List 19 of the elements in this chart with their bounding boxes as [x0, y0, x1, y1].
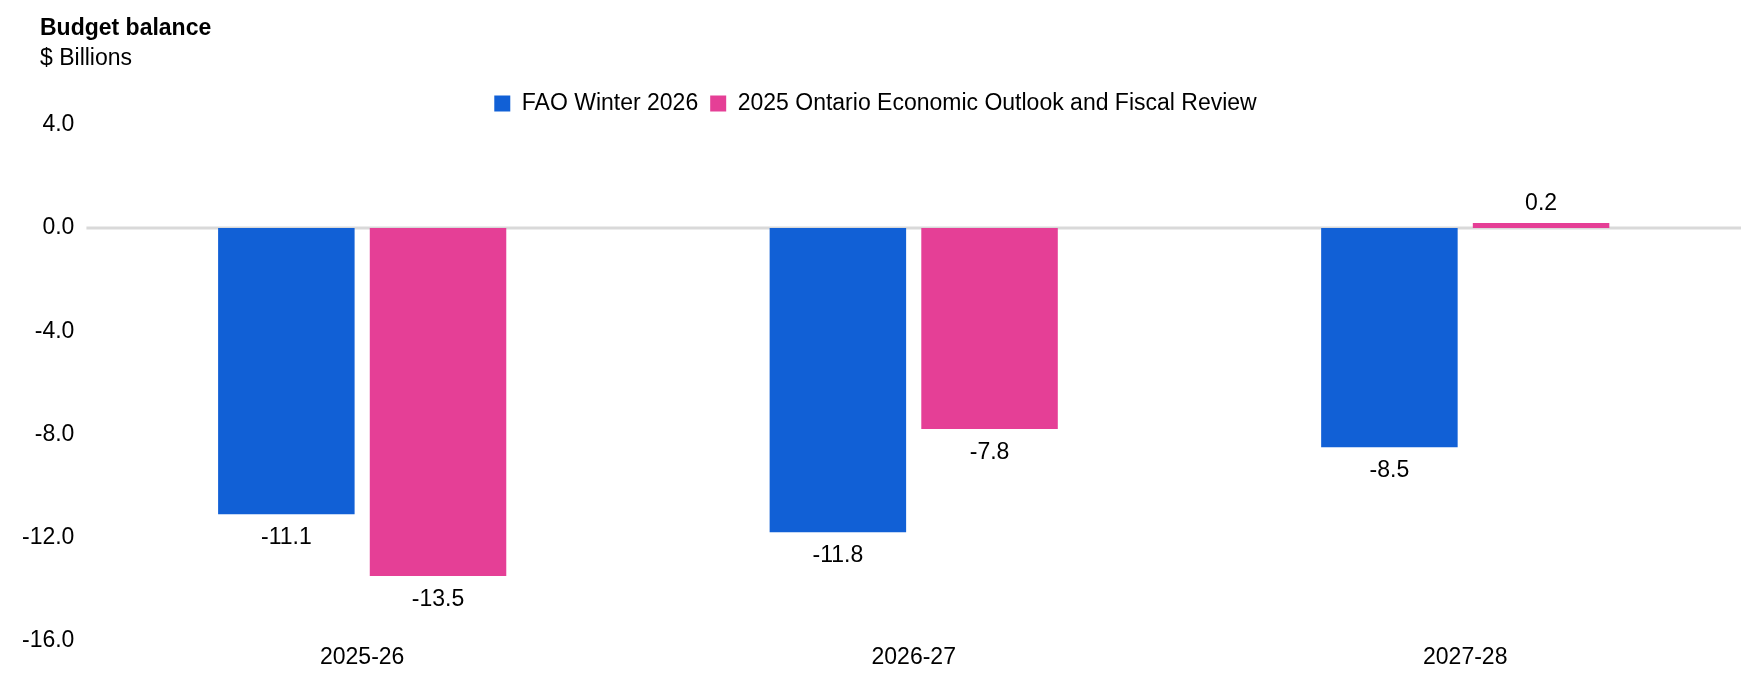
chart-title: Budget balance — [40, 14, 212, 41]
data-label: -11.1 — [260, 522, 312, 549]
data-label: -7.8 — [969, 437, 1010, 464]
legend-label: FAO Winter 2026 — [521, 88, 699, 115]
y-axis-title: $ Billions — [40, 44, 133, 71]
data-label: -13.5 — [411, 584, 465, 611]
y-tick-label: -4.0 — [34, 316, 75, 343]
y-tick-label: -8.0 — [34, 419, 75, 446]
data-label: 0.2 — [1525, 188, 1558, 215]
y-tick-label: -12.0 — [21, 522, 75, 549]
y-tick-label: 4.0 — [42, 110, 75, 137]
data-label: -11.8 — [812, 541, 864, 568]
legend-label: 2025 Ontario Economic Outlook and Fiscal Review — [737, 88, 1258, 115]
x-tick-label: 2026-27 — [871, 642, 956, 669]
x-tick-label: 2025-26 — [319, 642, 405, 669]
y-tick-label: -16.0 — [21, 625, 75, 652]
data-label: -8.5 — [1369, 455, 1410, 482]
x-tick-label: 2027-28 — [1423, 642, 1508, 669]
y-tick-label: 0.0 — [42, 213, 75, 240]
